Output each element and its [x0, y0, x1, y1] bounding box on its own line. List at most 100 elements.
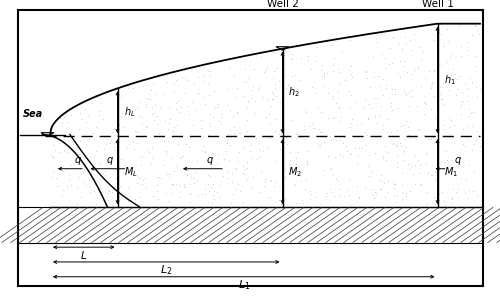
Point: [148, 82, 156, 87]
Point: [423, 150, 431, 155]
Point: [297, 179, 305, 184]
Point: [465, 87, 473, 91]
Point: [448, 158, 456, 163]
Point: [306, 44, 314, 49]
Text: $q$: $q$: [74, 155, 82, 167]
Point: [76, 151, 84, 156]
Point: [442, 84, 450, 89]
Point: [367, 168, 375, 173]
Point: [82, 182, 90, 187]
Point: [210, 151, 218, 156]
Point: [402, 91, 410, 95]
Point: [442, 158, 450, 163]
Point: [261, 178, 269, 183]
Point: [148, 145, 156, 150]
Point: [112, 176, 120, 181]
Point: [209, 181, 217, 186]
Point: [468, 33, 476, 37]
Point: [354, 154, 362, 159]
Point: [441, 160, 449, 165]
Point: [390, 186, 398, 190]
Point: [410, 32, 418, 37]
Point: [138, 122, 146, 127]
Point: [407, 88, 415, 92]
Point: [177, 155, 185, 160]
Point: [323, 70, 331, 75]
Point: [388, 35, 396, 39]
Point: [222, 148, 230, 153]
Text: $q$: $q$: [106, 155, 114, 167]
Point: [404, 166, 412, 171]
Point: [291, 73, 299, 77]
Point: [419, 49, 427, 53]
Point: [175, 182, 183, 187]
Point: [130, 129, 138, 134]
Point: [372, 189, 380, 194]
Point: [243, 160, 251, 164]
Point: [406, 94, 414, 98]
Point: [368, 106, 376, 110]
Point: [215, 183, 223, 187]
Point: [301, 187, 309, 192]
FancyBboxPatch shape: [18, 10, 482, 286]
Point: [440, 127, 448, 132]
Point: [112, 166, 120, 171]
Point: [448, 73, 456, 77]
Point: [285, 162, 293, 167]
Point: [402, 144, 409, 149]
Point: [168, 183, 176, 188]
Point: [130, 147, 138, 152]
Point: [360, 106, 368, 110]
Point: [77, 195, 85, 200]
Point: [330, 94, 338, 99]
Point: [278, 152, 285, 157]
Point: [247, 143, 255, 148]
Point: [190, 81, 198, 86]
Point: [336, 80, 344, 85]
Point: [124, 186, 132, 190]
Point: [438, 189, 446, 194]
Point: [206, 165, 214, 169]
Point: [275, 198, 283, 203]
Point: [335, 187, 343, 192]
Point: [280, 84, 287, 89]
Text: $L_1$: $L_1$: [238, 278, 250, 292]
Point: [411, 163, 419, 167]
Point: [64, 120, 72, 125]
Point: [278, 56, 286, 61]
Point: [187, 192, 195, 196]
Point: [392, 142, 400, 147]
Point: [162, 119, 170, 123]
Point: [255, 155, 263, 159]
Point: [453, 76, 461, 81]
Point: [282, 86, 290, 90]
Point: [120, 125, 128, 130]
Point: [189, 122, 197, 127]
Point: [379, 123, 387, 127]
Point: [380, 195, 388, 200]
Point: [457, 163, 465, 168]
Point: [346, 104, 354, 109]
Point: [224, 170, 232, 174]
Point: [362, 142, 370, 147]
Point: [374, 84, 382, 89]
Point: [266, 179, 274, 184]
Point: [228, 180, 235, 185]
Point: [284, 83, 292, 87]
Point: [339, 154, 347, 158]
Point: [166, 116, 174, 121]
Point: [334, 178, 342, 183]
Point: [470, 141, 478, 146]
Point: [142, 104, 150, 109]
Point: [430, 68, 438, 73]
Point: [213, 162, 221, 167]
Point: [458, 89, 466, 94]
Point: [472, 84, 480, 89]
Point: [81, 106, 89, 111]
Point: [206, 124, 214, 128]
Point: [452, 189, 460, 194]
Point: [304, 53, 312, 58]
Point: [416, 58, 424, 63]
Point: [180, 182, 188, 186]
Point: [49, 170, 57, 174]
